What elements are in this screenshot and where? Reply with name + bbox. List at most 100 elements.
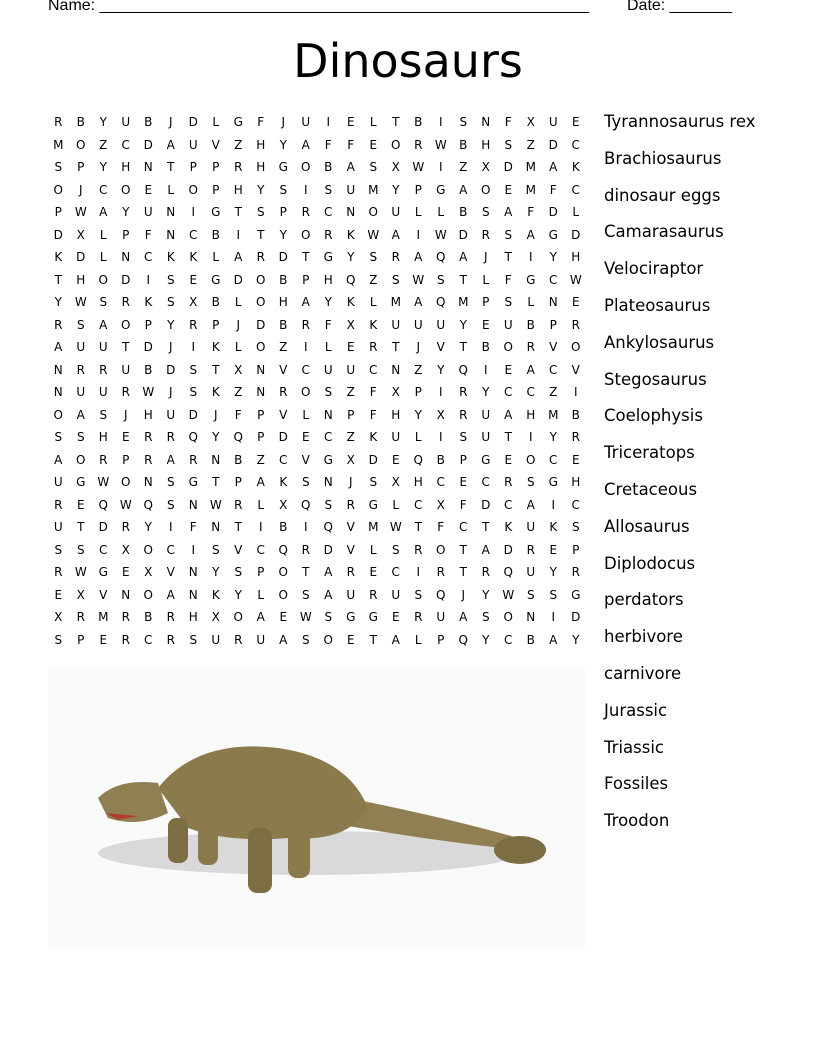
grid-letter: X [391, 385, 400, 399]
grid-letter: A [166, 452, 175, 467]
grid-letter: N [166, 205, 176, 219]
grid-letter: T [302, 250, 310, 264]
grid-letter: T [212, 362, 220, 377]
grid-letter: S [459, 115, 468, 129]
grid-letter: G [211, 205, 221, 219]
grid-letter: A [504, 407, 513, 422]
grid-letter: O [188, 182, 198, 197]
grid-letter: R [369, 587, 378, 602]
grid-letter: N [53, 362, 63, 377]
grid-letter: G [368, 610, 378, 624]
grid-letter: U [121, 362, 131, 377]
grid-letter: Q [346, 272, 356, 287]
grid-letter: W [74, 295, 87, 309]
word-list-item: Troodon [604, 811, 670, 831]
grid-letter: T [459, 272, 467, 287]
grid-letter: N [143, 160, 153, 174]
grid-letter: F [549, 182, 557, 197]
grid-letter: Y [279, 137, 287, 152]
grid-letter: K [211, 385, 220, 399]
grid-letter: K [571, 160, 580, 174]
grid-letter: G [211, 272, 221, 287]
grid-letter: R [99, 362, 108, 377]
grid-letter: T [77, 520, 85, 534]
grid-letter: O [53, 407, 63, 422]
grid-letter: S [166, 475, 175, 489]
grid-letter: S [54, 430, 63, 444]
grid-letter: O [121, 182, 131, 197]
grid-letter: L [392, 497, 400, 512]
grid-letter: X [526, 115, 535, 129]
grid-letter: Y [234, 587, 242, 602]
date-field-label: Date: _______ [627, 0, 732, 14]
grid-letter: H [256, 160, 266, 174]
grid-letter: X [391, 160, 400, 174]
grid-letter: V [436, 340, 445, 354]
grid-letter: M [525, 182, 536, 197]
grid-letter: X [346, 317, 355, 332]
grid-letter: C [166, 542, 175, 557]
grid-letter: O [391, 137, 401, 152]
grid-letter: R [234, 160, 243, 174]
grid-letter: Y [414, 407, 422, 422]
grid-letter: W [434, 227, 447, 242]
grid-letter: E [301, 430, 310, 444]
grid-letter: S [54, 160, 63, 174]
grid-letter: S [211, 542, 220, 557]
grid-letter: R [166, 632, 175, 647]
grid-letter: H [481, 137, 491, 152]
grid-letter: A [76, 407, 85, 422]
grid-letter: C [324, 205, 333, 219]
grid-letter: J [213, 407, 218, 422]
grid-letter: L [302, 407, 310, 422]
grid-letter: D [143, 340, 153, 354]
grid-letter: R [121, 385, 130, 399]
grid-letter: B [279, 520, 288, 534]
grid-letter: N [211, 520, 221, 534]
grid-letter: Y [392, 182, 400, 197]
grid-letter: S [571, 520, 580, 534]
grid-letter: A [324, 587, 333, 602]
grid-letter: G [233, 115, 243, 129]
grid-letter: S [324, 385, 333, 399]
grid-letter: S [504, 227, 513, 242]
grid-letter: P [77, 632, 85, 647]
grid-letter: M [390, 295, 401, 309]
grid-letter: C [571, 182, 580, 197]
grid-letter: Q [458, 362, 468, 377]
grid-letter: P [212, 160, 220, 174]
grid-letter: J [168, 340, 173, 354]
grid-letter: Q [413, 452, 423, 467]
grid-letter: S [504, 295, 513, 309]
grid-letter: R [414, 542, 423, 557]
word-list-item: Triassic [604, 737, 664, 757]
grid-letter: U [526, 565, 536, 579]
grid-letter: L [99, 227, 107, 242]
grid-letter: F [504, 272, 512, 287]
grid-letter: P [257, 430, 265, 444]
grid-letter: Q [233, 430, 243, 444]
grid-letter: I [146, 272, 151, 287]
grid-letter: R [189, 452, 198, 467]
grid-letter: M [53, 137, 64, 152]
grid-letter: I [483, 362, 488, 377]
grid-letter: Q [143, 497, 153, 512]
grid-letter: E [346, 340, 355, 354]
grid-letter: Y [572, 632, 580, 647]
grid-letter: B [144, 610, 153, 624]
grid-letter: N [121, 250, 131, 264]
grid-letter: R [234, 497, 243, 512]
grid-letter: U [188, 137, 198, 152]
grid-letter: S [301, 587, 310, 602]
grid-letter: H [121, 160, 131, 174]
grid-letter: C [549, 362, 558, 377]
grid-letter: E [571, 115, 580, 129]
grid-letter: C [391, 565, 400, 579]
grid-letter: N [481, 115, 491, 129]
grid-letter: K [346, 227, 355, 242]
grid-letter: S [76, 317, 85, 332]
